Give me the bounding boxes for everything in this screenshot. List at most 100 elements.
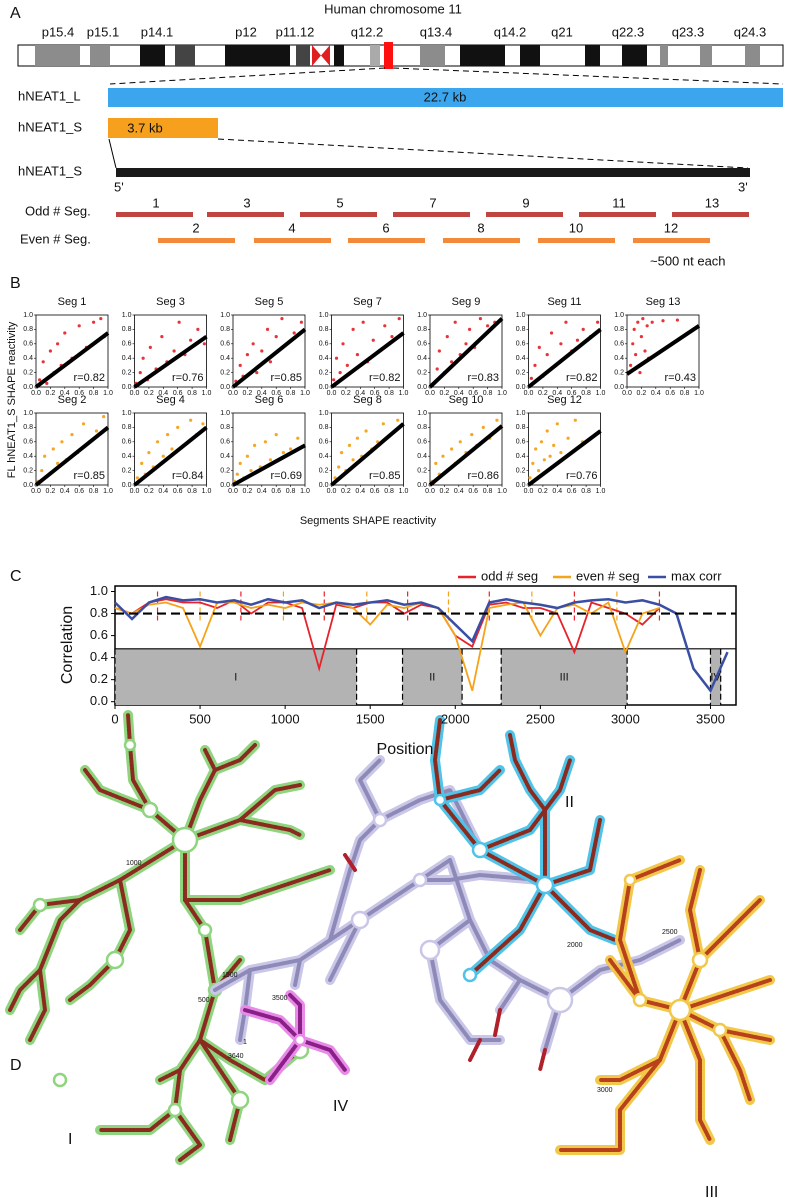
loop — [546, 986, 574, 1014]
scatter-point — [643, 349, 647, 353]
y-tick-label: 0.0 — [417, 482, 427, 489]
helix — [598, 1008, 682, 1082]
x-tick-label: 0.0 — [327, 488, 337, 495]
domain-box — [402, 648, 463, 705]
domain-label: I — [234, 671, 237, 683]
scatter-point — [260, 349, 264, 353]
scatter-point — [361, 320, 365, 324]
scatter-point — [564, 320, 568, 324]
fit-line — [428, 317, 504, 389]
band — [296, 45, 310, 66]
loop — [419, 939, 441, 961]
x-tick-label: 1.0 — [694, 390, 704, 397]
y-tick-label: 1.0 — [23, 410, 33, 417]
odd-segment — [579, 212, 656, 217]
scatter-point — [274, 335, 278, 339]
x-tick-label: 0.8 — [384, 390, 394, 397]
scatter-point — [345, 363, 349, 367]
y-tick-label: 1.0 — [319, 410, 329, 417]
x-tick-label: 0.0 — [524, 488, 534, 495]
fit-line — [232, 443, 306, 487]
loop — [52, 1072, 68, 1088]
zoom-line — [392, 67, 784, 85]
x-tick-label: 1.0 — [103, 390, 113, 397]
x-tick-label: 3000 — [611, 711, 640, 726]
y-tick-label: 1.0 — [23, 312, 33, 319]
scatter-point — [536, 469, 541, 473]
loop — [123, 738, 137, 752]
loop — [293, 1033, 307, 1047]
y-tick-label: 0.8 — [516, 326, 526, 333]
x-tick-label: 0.6 — [468, 488, 478, 495]
band — [225, 45, 290, 66]
r-label: r=0.43 — [665, 372, 697, 384]
subplot-title: Seg 5 — [255, 296, 284, 308]
domain-label: IV — [333, 1098, 348, 1115]
x-tick-label: 1.0 — [103, 488, 113, 495]
x-tick-label: 0.4 — [158, 390, 168, 397]
loop — [691, 951, 709, 969]
y-tick-label: 1.0 — [417, 410, 427, 417]
y-tick-label: 1.0 — [516, 410, 526, 417]
scatter-point — [631, 342, 635, 346]
domain-label: III — [560, 671, 569, 683]
scatter-point — [43, 454, 47, 458]
scatter-point — [166, 433, 170, 437]
y-axis-label: FL hNEAT1_S SHAPE reactivity — [6, 321, 18, 478]
scatter-point — [351, 458, 355, 462]
subplot-title: Seg 12 — [547, 394, 582, 406]
position-label: 3500 — [272, 995, 288, 1002]
x-tick-label: 1500 — [356, 711, 385, 726]
band-label: q12.2 — [351, 24, 384, 39]
r-label: r=0.85 — [369, 470, 401, 482]
x-tick-label: 0.2 — [144, 390, 154, 397]
scatter-point — [441, 454, 445, 458]
x-tick-label: 0.8 — [286, 488, 296, 495]
centromere — [312, 45, 330, 66]
scatter-point — [160, 335, 164, 339]
x-tick-label: 0.6 — [74, 390, 84, 397]
subplot-frame — [232, 412, 306, 486]
y-tick-label: 0.6 — [516, 341, 526, 348]
helix — [238, 818, 302, 837]
odd-segment — [486, 212, 563, 217]
band-label: q14.2 — [494, 24, 527, 39]
y-tick-label: 0.4 — [319, 453, 329, 460]
x-tick-label: 0.8 — [581, 488, 591, 495]
transcript-bar — [116, 168, 750, 177]
y-tick-label: 0.0 — [417, 384, 427, 391]
y-tick-label: 0.2 — [417, 467, 427, 474]
y-tick-label: 0.8 — [516, 424, 526, 431]
scatter-point — [437, 349, 441, 353]
band-label: q24.3 — [734, 24, 767, 39]
x-tick-label: 0.4 — [552, 488, 562, 495]
helix — [268, 1038, 302, 1082]
y-tick-label: 0.4 — [516, 453, 526, 460]
subplot-title: Seg 10 — [449, 394, 484, 406]
fit-line — [231, 327, 307, 389]
x-tick-label: 0.8 — [384, 488, 394, 495]
fit-line — [330, 331, 405, 389]
x-tick-label: 0.4 — [454, 390, 464, 397]
panel-label: D — [10, 1057, 22, 1074]
scatter-point — [559, 451, 563, 455]
even-segment — [254, 238, 331, 243]
scatter-point — [390, 335, 394, 339]
helix — [98, 1068, 182, 1132]
y-tick-label: 0.6 — [122, 439, 132, 446]
scatter-point — [545, 429, 549, 433]
helix-halo — [465, 880, 550, 980]
x-tick-label: 0.0 — [31, 488, 41, 495]
subplot-title: Seg 2 — [58, 394, 87, 406]
y-tick-label: 0.6 — [23, 341, 33, 348]
scatter-point — [281, 451, 285, 455]
x-tick-label: 0.8 — [483, 488, 493, 495]
band — [420, 45, 445, 66]
y-tick-label: 0.0 — [319, 482, 329, 489]
r-label: r=0.85 — [74, 470, 106, 482]
y-tick-label: 0.6 — [417, 439, 427, 446]
series-line — [114, 598, 661, 673]
y-tick-label: 1.0 — [122, 410, 132, 417]
segment-number: 6 — [382, 220, 389, 235]
scatter-point — [641, 317, 645, 321]
